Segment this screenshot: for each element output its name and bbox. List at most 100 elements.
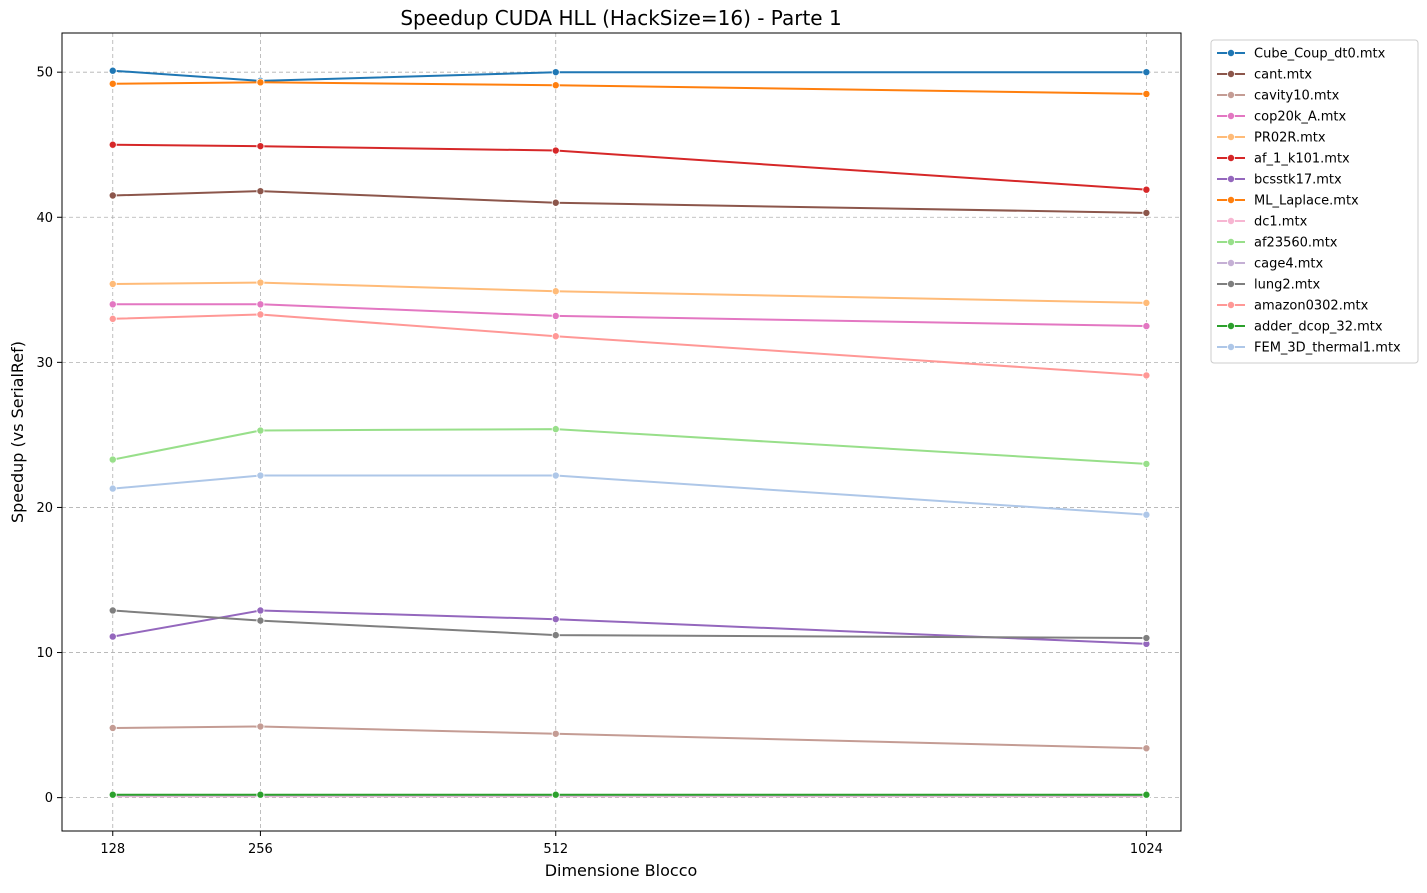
- legend-swatch-marker: [1227, 112, 1236, 121]
- data-point: [551, 68, 560, 77]
- data-point: [256, 187, 265, 196]
- series-af-1-k101-mtx: [108, 140, 1151, 194]
- legend-label: ML_Laplace.mtx: [1254, 194, 1359, 209]
- series-line: [112, 474, 1147, 516]
- series-cant-mtx: [108, 187, 1151, 217]
- x-tick-label: 256: [248, 842, 273, 857]
- series-line: [112, 428, 1147, 465]
- data-point: [551, 332, 560, 341]
- series-line: [112, 313, 1147, 377]
- data-point: [1142, 510, 1151, 519]
- legend-box: [1210, 39, 1419, 364]
- legend-swatch-marker: [1227, 342, 1236, 351]
- series-adder-dcop-32-mtx: [108, 790, 1151, 799]
- series-ml-laplace-mtx: [108, 78, 1151, 98]
- legend-swatch-marker: [1227, 237, 1236, 246]
- series-cavity10-mtx: [108, 722, 1151, 753]
- y-tick-label: 10: [36, 646, 53, 661]
- data-point: [256, 426, 265, 435]
- data-point: [108, 790, 117, 799]
- data-point: [1142, 744, 1151, 753]
- data-point: [1142, 371, 1151, 380]
- data-point: [108, 79, 117, 88]
- data-point: [551, 81, 560, 90]
- x-axis-label: Dimensione Blocco: [545, 861, 698, 880]
- legend-swatch-marker: [1227, 49, 1236, 58]
- data-point: [108, 300, 117, 309]
- series-line: [112, 190, 1147, 214]
- data-point: [108, 280, 117, 289]
- data-point: [108, 632, 117, 641]
- legend-label: Cube_Coup_dt0.mtx: [1254, 47, 1386, 62]
- legend-swatch-marker: [1227, 258, 1236, 267]
- data-point: [1142, 459, 1151, 468]
- data-point: [1142, 634, 1151, 643]
- series-pr02r-mtx: [108, 278, 1151, 307]
- data-point: [551, 311, 560, 320]
- series-cop20k-a-mtx: [108, 300, 1151, 331]
- data-point: [108, 140, 117, 149]
- y-tick-label: 20: [36, 501, 53, 516]
- legend: Cube_Coup_dt0.mtx cant.mtx cavity10.mtx cop…: [1210, 39, 1419, 364]
- legend-swatch-marker: [1227, 195, 1236, 204]
- y-tick-label: 30: [36, 356, 53, 371]
- legend-swatch-marker: [1227, 174, 1236, 183]
- legend-swatch-marker: [1227, 321, 1236, 330]
- x-tick-label: 1024: [1130, 842, 1163, 857]
- series-amazon0302-mtx: [108, 310, 1151, 380]
- series-line: [112, 609, 1147, 645]
- data-point: [551, 615, 560, 624]
- series-line: [112, 81, 1147, 95]
- data-point: [256, 790, 265, 799]
- data-point: [1142, 298, 1151, 307]
- legend-label: PR02R.mtx: [1254, 131, 1326, 146]
- data-point: [256, 310, 265, 319]
- data-point: [256, 471, 265, 480]
- legend-label: lung2.mtx: [1254, 278, 1321, 293]
- data-point: [551, 198, 560, 207]
- data-point: [256, 142, 265, 151]
- data-point: [108, 606, 117, 615]
- series-lung2-mtx: [108, 606, 1151, 643]
- legend-label: adder_dcop_32.mtx: [1254, 320, 1383, 335]
- legend-swatch-marker: [1227, 132, 1236, 141]
- data-point: [551, 790, 560, 799]
- legend-swatch-marker: [1227, 300, 1236, 309]
- data-point: [551, 287, 560, 296]
- legend-label: af23560.mtx: [1254, 236, 1338, 251]
- data-point: [551, 631, 560, 640]
- legend-label: dc1.mtx: [1254, 215, 1308, 230]
- data-point: [256, 606, 265, 615]
- legend-swatch-marker: [1227, 70, 1236, 79]
- data-point: [108, 723, 117, 732]
- data-point: [1142, 208, 1151, 217]
- legend-swatch-marker: [1227, 91, 1236, 100]
- legend-label: cop20k_A.mtx: [1254, 110, 1346, 125]
- series-line: [112, 143, 1147, 191]
- legend-label: cant.mtx: [1254, 68, 1312, 83]
- data-point: [1142, 322, 1151, 331]
- series-line: [112, 303, 1147, 328]
- legend-label: cavity10.mtx: [1254, 89, 1340, 104]
- axes: 128 256 512 1024 0 10 20 30 40 50: [36, 32, 1182, 857]
- series-line: [112, 609, 1147, 639]
- data-point: [108, 191, 117, 200]
- data-point: [256, 278, 265, 287]
- data-point: [1142, 89, 1151, 98]
- data-point: [108, 455, 117, 464]
- series-line: [112, 281, 1147, 304]
- x-tick-label: 128: [100, 842, 125, 857]
- y-tick-label: 50: [36, 66, 53, 81]
- series-af23560-mtx: [108, 425, 1151, 468]
- data-point: [1142, 790, 1151, 799]
- series-bcsstk17-mtx: [108, 606, 1151, 648]
- legend-swatch-marker: [1227, 279, 1236, 288]
- data-point: [551, 146, 560, 155]
- data-point: [551, 425, 560, 434]
- data-point: [551, 729, 560, 738]
- legend-swatch-marker: [1227, 216, 1236, 225]
- data-point: [108, 66, 117, 75]
- data-point: [256, 78, 265, 87]
